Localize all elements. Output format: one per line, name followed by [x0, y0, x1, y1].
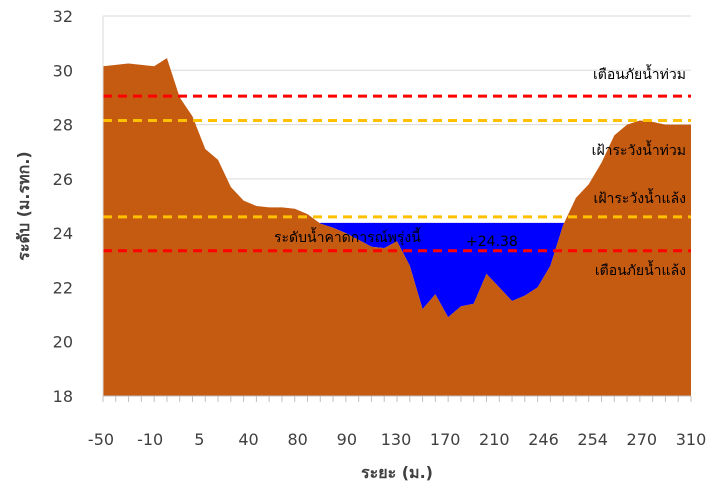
x-tick-label-3: 40 — [238, 430, 258, 449]
x-tick-label-12: 310 — [676, 430, 707, 449]
reference-label-3: เตือนภัยน้ำแล้ง — [595, 260, 686, 279]
y-tick-label-18: 18 — [53, 387, 73, 406]
x-tick-label-8: 210 — [479, 430, 510, 449]
water-area — [319, 222, 565, 318]
reference-lines — [103, 94, 691, 253]
x-tick-label-6: 130 — [381, 430, 412, 449]
ground-area — [103, 58, 691, 396]
water-level-value: +24.38 — [466, 234, 518, 250]
x-tick-label-1: -10 — [137, 430, 163, 449]
y-tick-label-32: 32 — [53, 7, 73, 26]
x-tick-label-11: 270 — [627, 430, 658, 449]
labels: 18 20 22 24 26 28 30 32 -50 -10 5 40 80 90 130 170 210 24… — [14, 7, 706, 482]
y-tick-label-20: 20 — [53, 333, 73, 352]
reference-label-2: เฝ้าระวังน้ำแล้ง — [594, 188, 686, 207]
axes — [102, 16, 692, 402]
x-tick-label-9: 246 — [528, 430, 559, 449]
x-tick-label-2: 5 — [194, 430, 204, 449]
x-tick-label-10: 254 — [577, 430, 608, 449]
x-tick-label-4: 80 — [287, 430, 307, 449]
x-tick-label-7: 170 — [430, 430, 461, 449]
y-tick-label-30: 30 — [53, 61, 73, 80]
x-axis-title: ระยะ (ม.) — [361, 463, 433, 482]
reference-label-0: เตือนภัยน้ำท่วม — [593, 64, 686, 83]
plot-areas — [103, 58, 691, 396]
y-axis-title: ระดับ (ม.รทก.) — [14, 151, 33, 260]
water-level-label: ระดับน้ำคาดการณ์พรุ่งนี้ — [274, 227, 421, 246]
y-tick-label-26: 26 — [53, 170, 73, 189]
x-tick-label-5: 90 — [337, 430, 357, 449]
x-tick-label-0: -50 — [88, 430, 114, 449]
reference-label-1: เฝ้าระวังน้ำท่วม — [592, 140, 686, 159]
y-tick-label-24: 24 — [53, 224, 73, 243]
y-tick-label-28: 28 — [53, 116, 73, 135]
y-tick-label-22: 22 — [53, 278, 73, 297]
